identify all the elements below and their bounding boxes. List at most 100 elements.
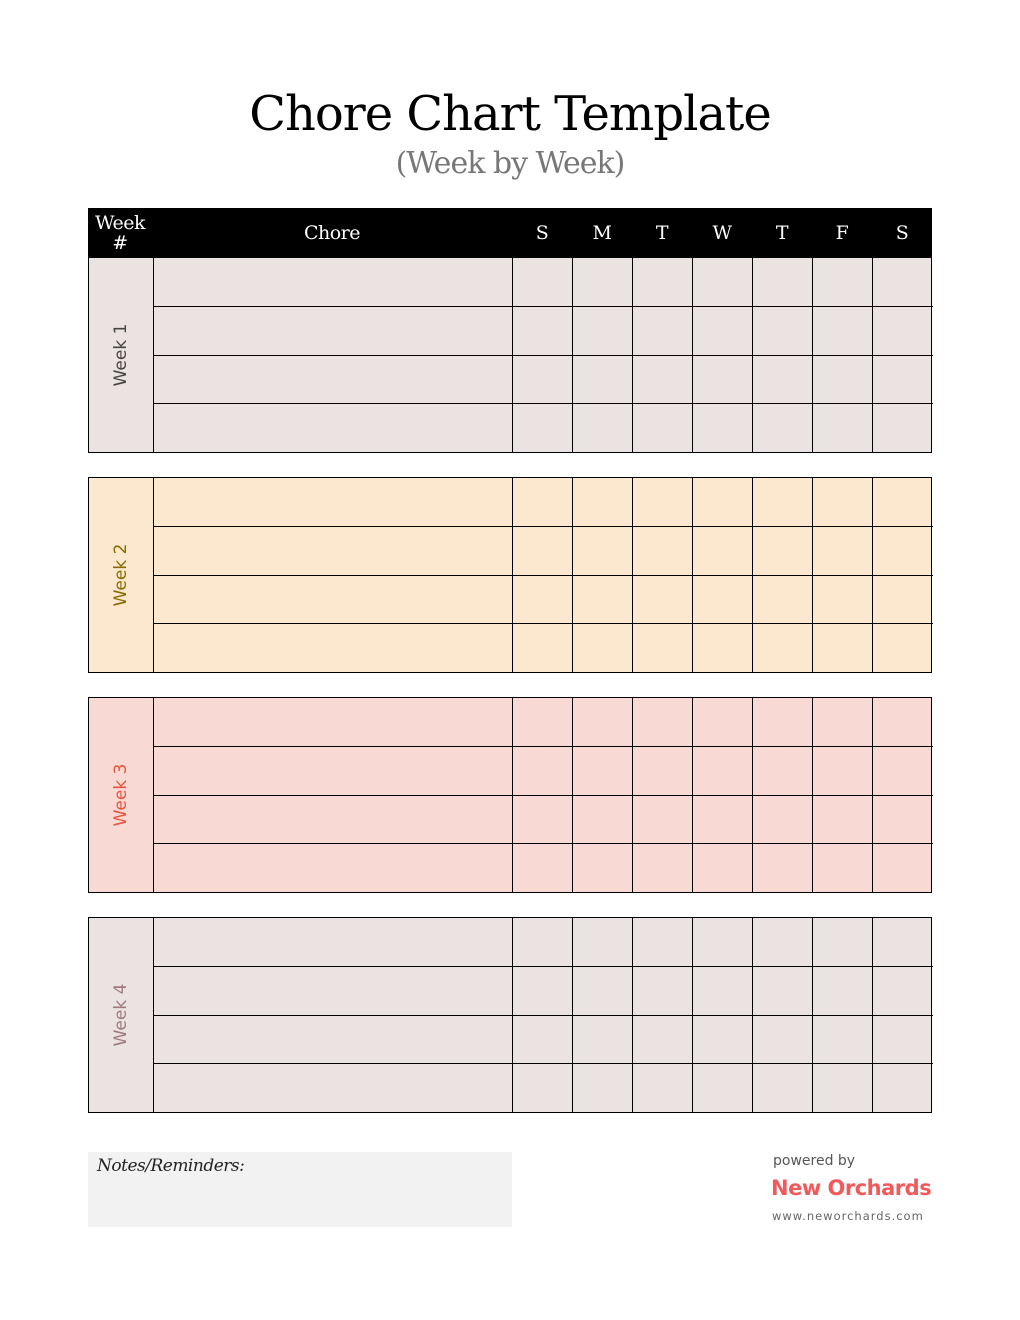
day-checkbox-cell[interactable]	[873, 698, 933, 747]
day-checkbox-cell[interactable]	[513, 966, 573, 1016]
day-checkbox-cell[interactable]	[753, 624, 813, 673]
day-checkbox-cell[interactable]	[513, 355, 573, 405]
day-checkbox-cell[interactable]	[693, 1015, 753, 1065]
day-checkbox-cell[interactable]	[693, 306, 753, 356]
day-checkbox-cell[interactable]	[513, 306, 573, 356]
day-checkbox-cell[interactable]	[633, 575, 693, 625]
day-checkbox-cell[interactable]	[753, 1015, 813, 1065]
day-checkbox-cell[interactable]	[753, 966, 813, 1016]
day-checkbox-cell[interactable]	[513, 1015, 573, 1065]
chore-cell[interactable]	[153, 966, 513, 1016]
day-checkbox-cell[interactable]	[573, 478, 633, 527]
day-checkbox-cell[interactable]	[693, 258, 753, 307]
day-checkbox-cell[interactable]	[693, 1064, 753, 1113]
day-checkbox-cell[interactable]	[633, 795, 693, 845]
day-checkbox-cell[interactable]	[813, 306, 873, 356]
day-checkbox-cell[interactable]	[753, 526, 813, 576]
day-checkbox-cell[interactable]	[573, 918, 633, 967]
day-checkbox-cell[interactable]	[633, 258, 693, 307]
day-checkbox-cell[interactable]	[753, 258, 813, 307]
chore-cell[interactable]	[153, 844, 513, 893]
day-checkbox-cell[interactable]	[873, 1016, 933, 1065]
day-checkbox-cell[interactable]	[873, 576, 933, 625]
day-checkbox-cell[interactable]	[813, 844, 873, 893]
day-checkbox-cell[interactable]	[813, 795, 873, 845]
day-checkbox-cell[interactable]	[513, 698, 573, 747]
day-checkbox-cell[interactable]	[513, 1064, 573, 1113]
day-checkbox-cell[interactable]	[813, 746, 873, 796]
day-checkbox-cell[interactable]	[513, 918, 573, 967]
chore-cell[interactable]	[153, 795, 513, 845]
chore-cell[interactable]	[153, 1015, 513, 1065]
chore-cell[interactable]	[153, 526, 513, 576]
day-checkbox-cell[interactable]	[753, 698, 813, 747]
day-checkbox-cell[interactable]	[633, 404, 693, 453]
day-checkbox-cell[interactable]	[873, 624, 933, 673]
day-checkbox-cell[interactable]	[513, 258, 573, 307]
day-checkbox-cell[interactable]	[693, 966, 753, 1016]
day-checkbox-cell[interactable]	[633, 526, 693, 576]
day-checkbox-cell[interactable]	[633, 355, 693, 405]
day-checkbox-cell[interactable]	[753, 306, 813, 356]
day-checkbox-cell[interactable]	[753, 795, 813, 845]
day-checkbox-cell[interactable]	[513, 575, 573, 625]
day-checkbox-cell[interactable]	[633, 746, 693, 796]
day-checkbox-cell[interactable]	[513, 478, 573, 527]
chore-cell[interactable]	[153, 306, 513, 356]
day-checkbox-cell[interactable]	[633, 966, 693, 1016]
day-checkbox-cell[interactable]	[693, 746, 753, 796]
day-checkbox-cell[interactable]	[513, 404, 573, 453]
day-checkbox-cell[interactable]	[753, 575, 813, 625]
chore-cell[interactable]	[153, 1064, 513, 1113]
day-checkbox-cell[interactable]	[813, 1064, 873, 1113]
day-checkbox-cell[interactable]	[633, 624, 693, 673]
day-checkbox-cell[interactable]	[633, 1015, 693, 1065]
notes-field[interactable]: Notes/Reminders:	[88, 1152, 512, 1227]
day-checkbox-cell[interactable]	[573, 795, 633, 845]
day-checkbox-cell[interactable]	[693, 795, 753, 845]
day-checkbox-cell[interactable]	[813, 404, 873, 453]
chore-cell[interactable]	[153, 746, 513, 796]
day-checkbox-cell[interactable]	[753, 355, 813, 405]
day-checkbox-cell[interactable]	[693, 478, 753, 527]
day-checkbox-cell[interactable]	[753, 404, 813, 453]
day-checkbox-cell[interactable]	[873, 356, 933, 405]
day-checkbox-cell[interactable]	[693, 526, 753, 576]
day-checkbox-cell[interactable]	[633, 918, 693, 967]
day-checkbox-cell[interactable]	[693, 404, 753, 453]
day-checkbox-cell[interactable]	[813, 478, 873, 527]
day-checkbox-cell[interactable]	[753, 746, 813, 796]
day-checkbox-cell[interactable]	[813, 966, 873, 1016]
day-checkbox-cell[interactable]	[873, 258, 933, 307]
day-checkbox-cell[interactable]	[693, 698, 753, 747]
day-checkbox-cell[interactable]	[573, 966, 633, 1016]
day-checkbox-cell[interactable]	[573, 698, 633, 747]
day-checkbox-cell[interactable]	[873, 747, 933, 796]
chore-cell[interactable]	[153, 478, 513, 527]
day-checkbox-cell[interactable]	[753, 478, 813, 527]
day-checkbox-cell[interactable]	[633, 306, 693, 356]
day-checkbox-cell[interactable]	[813, 355, 873, 405]
day-checkbox-cell[interactable]	[573, 844, 633, 893]
day-checkbox-cell[interactable]	[573, 404, 633, 453]
chore-cell[interactable]	[153, 698, 513, 747]
chore-cell[interactable]	[153, 258, 513, 307]
day-checkbox-cell[interactable]	[573, 746, 633, 796]
day-checkbox-cell[interactable]	[573, 1015, 633, 1065]
day-checkbox-cell[interactable]	[633, 698, 693, 747]
day-checkbox-cell[interactable]	[873, 307, 933, 356]
day-checkbox-cell[interactable]	[633, 844, 693, 893]
day-checkbox-cell[interactable]	[693, 355, 753, 405]
day-checkbox-cell[interactable]	[753, 918, 813, 967]
day-checkbox-cell[interactable]	[573, 306, 633, 356]
day-checkbox-cell[interactable]	[513, 844, 573, 893]
day-checkbox-cell[interactable]	[573, 526, 633, 576]
chore-cell[interactable]	[153, 624, 513, 673]
day-checkbox-cell[interactable]	[873, 478, 933, 527]
day-checkbox-cell[interactable]	[693, 918, 753, 967]
chore-cell[interactable]	[153, 575, 513, 625]
day-checkbox-cell[interactable]	[513, 746, 573, 796]
chore-cell[interactable]	[153, 918, 513, 967]
day-checkbox-cell[interactable]	[513, 624, 573, 673]
day-checkbox-cell[interactable]	[873, 918, 933, 967]
